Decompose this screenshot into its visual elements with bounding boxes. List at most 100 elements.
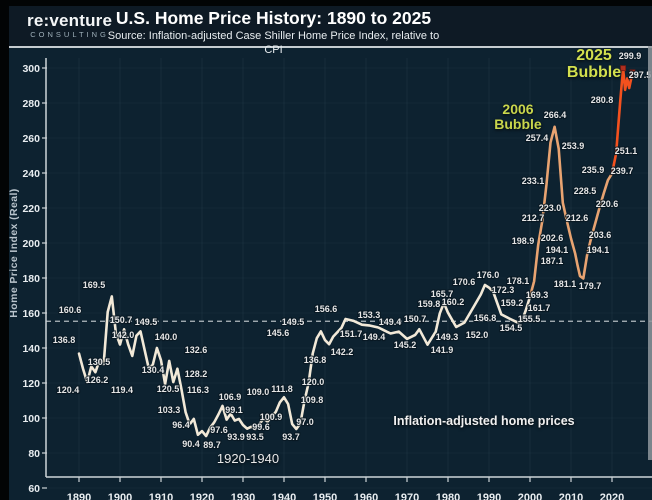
point-label: 152.0 — [466, 330, 489, 340]
point-label: 136.8 — [53, 335, 76, 345]
point-label: 160.2 — [442, 297, 465, 307]
page-title: U.S. Home Price History: 1890 to 2025 — [115, 8, 432, 28]
header: re:venture CONSULTING U.S. Home Price Hi… — [9, 6, 652, 56]
brand-name: re:venture — [27, 11, 113, 30]
point-label: 111.8 — [271, 384, 293, 394]
point-label: 90.4 — [182, 439, 200, 449]
point-label: 233.1 — [522, 176, 545, 186]
data-point-marker — [620, 65, 626, 72]
right-border — [648, 46, 652, 460]
point-label: 266.4 — [544, 110, 567, 120]
point-label: 178.1 — [507, 276, 530, 286]
x-tick-label: 1930 — [231, 492, 255, 500]
point-label: 159.8 — [418, 299, 441, 309]
x-tick-label: 2020 — [600, 492, 624, 500]
annotation-era-1920-1940: 1920-1940 — [216, 450, 280, 466]
point-label: 93.7 — [282, 432, 300, 442]
point-label: 99.1 — [225, 405, 243, 415]
point-label: 100.9 — [260, 412, 283, 422]
point-label: 212.6 — [566, 213, 589, 223]
title-block: U.S. Home Price History: 1890 to 2025 So… — [101, 8, 446, 57]
price-series-segment — [528, 125, 614, 299]
point-label: 194.1 — [587, 245, 610, 255]
y-tick-label: 160 — [22, 308, 40, 320]
x-tick-label: 2000 — [518, 492, 542, 500]
point-label: 96.4 — [172, 420, 190, 430]
point-label: 140.0 — [155, 332, 178, 342]
point-label: 149.3 — [436, 332, 459, 342]
point-label: 220.6 — [596, 199, 619, 209]
x-tick-label: 1980 — [436, 492, 460, 500]
point-label: 156.6 — [315, 304, 338, 314]
point-label: 149.5 — [135, 317, 158, 327]
point-label: 257.4 — [526, 133, 549, 143]
point-label: 169.5 — [83, 280, 106, 290]
point-label: 176.0 — [477, 270, 500, 280]
y-tick-label: 240 — [22, 168, 40, 180]
point-label: 119.4 — [111, 385, 133, 395]
point-label: 172.3 — [492, 285, 515, 295]
point-label: 159.2 — [501, 298, 524, 308]
y-tick-label: 280 — [22, 98, 40, 110]
brand-tagline: CONSULTING — [30, 30, 109, 39]
data-point-marker — [629, 69, 636, 76]
x-tick-label: 1960 — [354, 492, 378, 500]
x-tick-label: 1900 — [108, 492, 132, 500]
point-label: 150.7 — [110, 315, 133, 325]
annotation-2006-bubble: 2006 Bubble — [476, 102, 560, 132]
point-label: 156.8 — [474, 313, 497, 323]
y-tick-label: 80 — [28, 448, 40, 460]
point-label: 154.5 — [500, 323, 523, 333]
point-label: 93.9 — [227, 432, 245, 442]
y-tick-label: 260 — [22, 133, 40, 145]
point-label: 235.9 — [582, 165, 605, 175]
point-label: 97.0 — [296, 417, 314, 427]
point-label: 253.9 — [562, 141, 585, 151]
point-label: 120.4 — [57, 385, 80, 395]
y-tick-label: 200 — [22, 238, 40, 250]
y-tick-label: 180 — [22, 273, 40, 285]
point-label: 141.9 — [431, 345, 454, 355]
y-tick-label: 220 — [22, 203, 40, 215]
point-label: 153.3 — [358, 310, 381, 320]
price-series-segment — [77, 283, 532, 438]
y-tick-label: 100 — [22, 413, 40, 425]
annotation-2006-line2: Bubble — [494, 116, 542, 132]
point-label: 161.7 — [528, 303, 551, 313]
point-label: 106.9 — [219, 392, 242, 402]
point-label: 109.8 — [301, 395, 324, 405]
point-label: 116.3 — [187, 385, 209, 395]
point-label: 251.1 — [615, 146, 638, 156]
point-label: 280.8 — [591, 95, 614, 105]
point-label: 212.7 — [522, 213, 545, 223]
x-tick-label: 1890 — [67, 492, 91, 500]
point-label: 181.1 — [554, 279, 577, 289]
point-label: 179.7 — [579, 281, 602, 291]
page-subtitle: Source: Inflation-adjusted Case Shiller … — [107, 30, 440, 56]
point-label: 149.5 — [282, 317, 305, 327]
point-label: 132.6 — [185, 345, 208, 355]
point-label: 239.7 — [611, 166, 634, 176]
point-label: 93.5 — [246, 432, 264, 442]
annotation-2006-line1: 2006 — [502, 101, 534, 117]
point-label: 170.6 — [453, 277, 476, 287]
point-label: 297.5 — [629, 70, 652, 80]
point-label: 160.6 — [59, 305, 82, 315]
point-label: 149.4 — [363, 332, 386, 342]
point-label: 187.1 — [541, 256, 564, 266]
left-border — [0, 0, 9, 500]
point-label: 299.9 — [619, 51, 642, 61]
point-label: 165.7 — [431, 289, 454, 299]
point-label: 203.6 — [589, 230, 612, 240]
point-label: 202.6 — [541, 233, 564, 243]
brand-logo: re:venture CONSULTING — [27, 11, 112, 40]
x-tick-label: 1970 — [395, 492, 419, 500]
point-label: 128.2 — [185, 369, 208, 379]
x-tick-label: 1950 — [313, 492, 337, 500]
point-label: 155.5 — [518, 314, 541, 324]
point-label: 142.0 — [112, 330, 135, 340]
point-label: 228.5 — [574, 186, 597, 196]
y-tick-label: 300 — [22, 63, 40, 75]
